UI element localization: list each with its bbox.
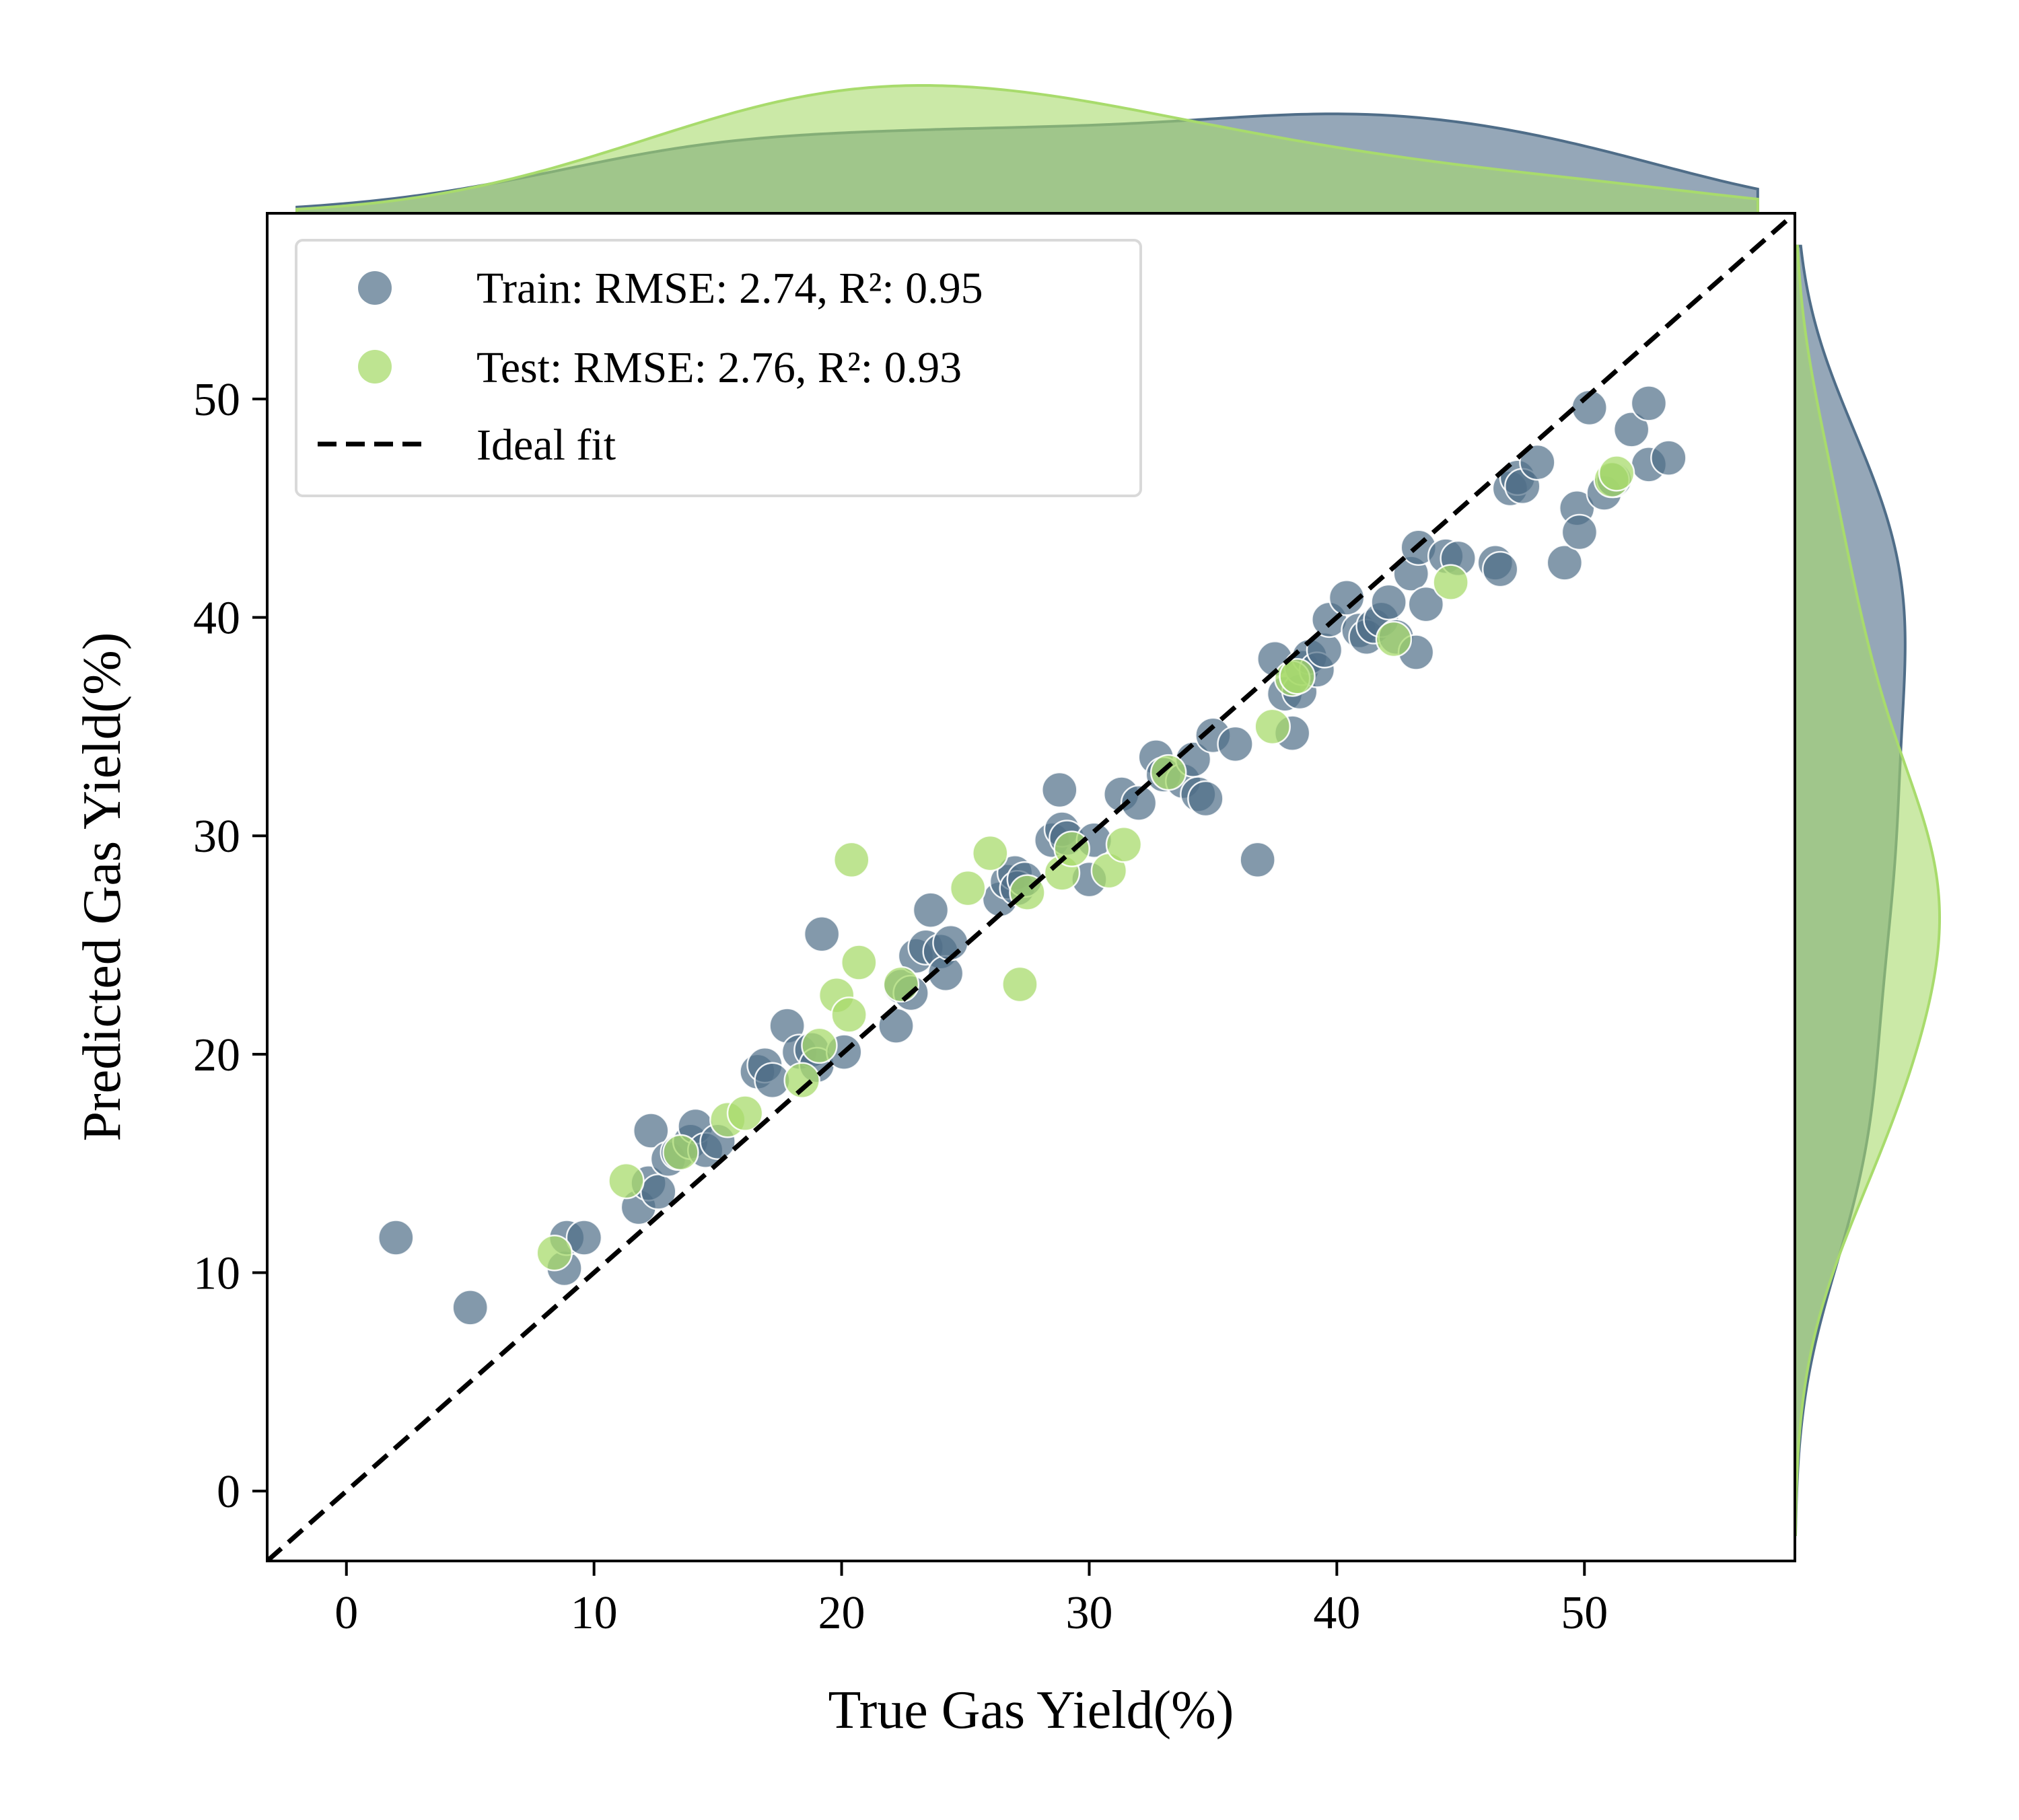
train-point (378, 1219, 415, 1256)
y-tick-label: 50 (193, 374, 240, 426)
legend-test-label: Test: RMSE: 2.76, R²: 0.93 (476, 343, 962, 392)
y-tick-label: 30 (193, 811, 240, 863)
test-point (833, 841, 870, 879)
train-point (1370, 583, 1407, 621)
train-point (1561, 513, 1598, 551)
x-tick-label: 10 (571, 1587, 618, 1639)
train-point (1187, 780, 1224, 817)
ideal-fit-line (267, 213, 1795, 1561)
test-point (536, 1235, 573, 1272)
test-point (726, 1095, 764, 1132)
train-point (878, 1007, 915, 1044)
train-point (565, 1219, 603, 1256)
test-point (608, 1162, 645, 1200)
y-tick-label: 0 (217, 1466, 240, 1518)
data-points (378, 385, 1687, 1326)
train-point (1407, 585, 1445, 623)
test-point (662, 1134, 699, 1171)
test-point (841, 944, 878, 981)
test-point (830, 996, 867, 1033)
train-point (912, 891, 950, 929)
train-point (1120, 785, 1158, 822)
legend-train-marker (358, 271, 392, 305)
train-point (1519, 443, 1556, 481)
test-point (1279, 657, 1316, 695)
test-point (1001, 966, 1038, 1003)
train-point (633, 1112, 670, 1149)
ideal-fit-layer (267, 213, 1795, 1561)
x-axis: 0 10 20 30 40 50 (334, 1561, 1608, 1639)
legend-box (295, 239, 1142, 497)
test-point (1598, 455, 1635, 492)
right-marginal-kde (1794, 244, 1942, 1537)
legend-test-marker (358, 350, 392, 384)
train-point (1650, 439, 1687, 476)
train-point (1613, 411, 1650, 448)
plot-frame (266, 212, 1796, 1562)
y-tick-label: 20 (193, 1029, 240, 1081)
y-tick-label: 10 (193, 1247, 240, 1299)
x-tick-label: 20 (818, 1587, 865, 1639)
x-tick-label: 50 (1561, 1587, 1608, 1639)
test-point (801, 1027, 838, 1064)
legend: Train: RMSE: 2.74, R²: 0.95 Test: RMSE: … (295, 239, 1142, 497)
train-point (803, 916, 841, 953)
train-point (1217, 725, 1254, 763)
test-point (949, 869, 987, 907)
test-point (1432, 564, 1469, 601)
train-point (1546, 544, 1584, 581)
train-point (452, 1289, 489, 1326)
test-x-density (295, 83, 1759, 215)
x-tick-label: 0 (334, 1587, 358, 1639)
y-tick-label: 40 (193, 593, 240, 645)
test-point (783, 1062, 820, 1099)
y-axis: 0 10 20 30 40 50 (193, 374, 267, 1518)
test-point (1105, 826, 1143, 863)
legend-ideal-label: Ideal fit (476, 421, 616, 470)
test-point (1254, 708, 1291, 745)
x-tick-label: 40 (1313, 1587, 1360, 1639)
test-y-density (1794, 244, 1942, 1537)
train-point (1328, 579, 1366, 616)
x-axis-title: True Gas Yield(%) (828, 1681, 1234, 1740)
test-point (882, 966, 920, 1003)
train-point (1239, 841, 1276, 879)
train-point (1041, 771, 1078, 809)
x-tick-label: 30 (1065, 1587, 1112, 1639)
top-marginal-kde (295, 83, 1759, 215)
train-point (1481, 550, 1519, 588)
test-point (1149, 754, 1187, 791)
test-point (972, 834, 1009, 872)
test-point (1375, 620, 1413, 658)
legend-train-label: Train: RMSE: 2.74, R²: 0.95 (476, 264, 983, 313)
train-point (1630, 385, 1668, 422)
y-axis-title: Predicted Gas Yield(%) (73, 632, 132, 1142)
